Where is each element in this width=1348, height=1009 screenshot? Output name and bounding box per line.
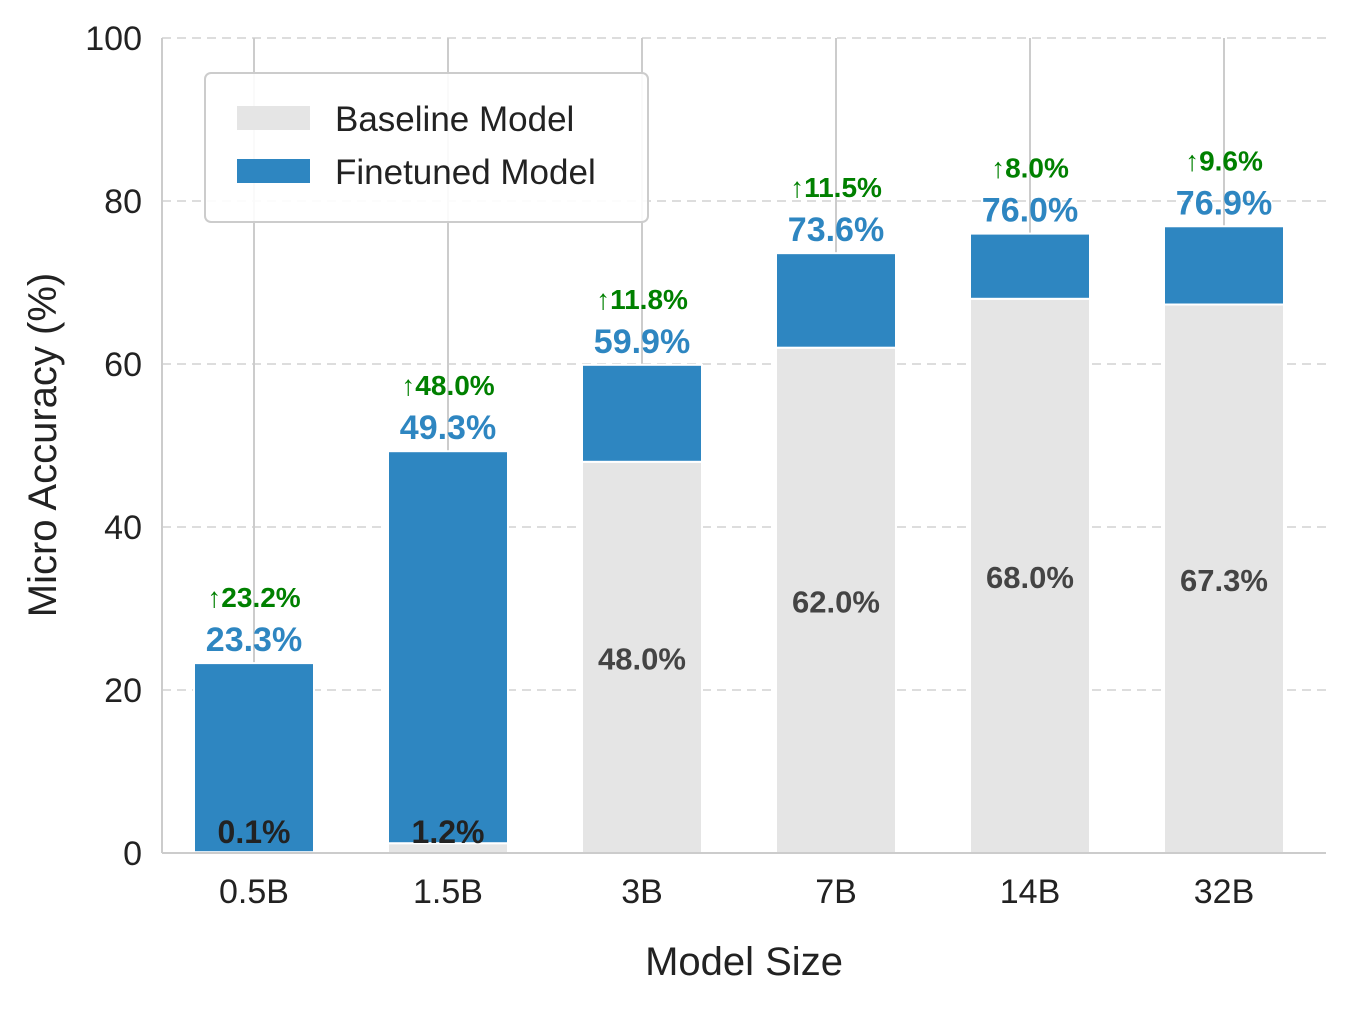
x-tick-label: 14B: [1000, 873, 1061, 911]
finetuned-value-label: 76.9%: [1176, 184, 1272, 222]
improvement-label: ↑8.0%: [991, 153, 1069, 184]
x-axis-label: Model Size: [645, 940, 843, 984]
finetuned-value-label: 23.3%: [206, 621, 302, 659]
finetuned-value-label: 59.9%: [594, 323, 690, 361]
baseline-value-label: 48.0%: [598, 641, 686, 676]
x-tick-label: 1.5B: [413, 873, 483, 911]
legend-label-finetuned: Finetuned Model: [335, 153, 596, 192]
bar-finetuned: [775, 252, 897, 349]
baseline-value-label: 1.2%: [412, 814, 485, 850]
y-tick-label: 0: [123, 835, 142, 873]
legend-swatch-baseline: [237, 106, 310, 130]
improvement-label: ↑9.6%: [1185, 145, 1263, 176]
legend-swatch-finetuned: [237, 159, 310, 183]
legend: Baseline Model Finetuned Model: [204, 72, 649, 223]
y-axis-label: Micro Accuracy (%): [21, 273, 65, 618]
bar-labels: 0.1% 23.3% ↑23.2% 1.2% 49.3% ↑48.0% 48.0% 59.9%…: [206, 145, 1272, 850]
y-tick-label: 60: [104, 346, 142, 384]
finetuned-value-label: 73.6%: [788, 211, 884, 249]
baseline-value-label: 62.0%: [792, 584, 880, 619]
improvement-label: ↑48.0%: [401, 370, 494, 401]
bar-finetuned: [581, 363, 703, 463]
bar-finetuned: [1163, 225, 1285, 306]
x-tick-label: 7B: [815, 873, 857, 911]
y-tick-label: 100: [85, 20, 142, 58]
improvement-label: ↑23.2%: [207, 582, 300, 613]
x-tick-label: 32B: [1194, 873, 1255, 911]
axes: [161, 38, 1326, 854]
x-tick-label: 0.5B: [219, 873, 289, 911]
bars: [193, 225, 1285, 854]
baseline-value-label: 67.3%: [1180, 563, 1268, 598]
bar-finetuned: [193, 662, 315, 854]
improvement-label: ↑11.5%: [790, 172, 882, 203]
y-tick-label: 80: [104, 183, 142, 221]
finetuned-value-label: 76.0%: [982, 192, 1078, 230]
legend-label-baseline: Baseline Model: [335, 100, 574, 139]
bar-finetuned: [387, 450, 509, 845]
x-tick-label: 3B: [621, 873, 663, 911]
y-tick-label: 40: [104, 509, 142, 547]
ticks: 0 20 40 60 80 100 0.5B 1.5B 3B 7B 14B 32B: [85, 20, 1254, 911]
legend-box: [204, 72, 649, 223]
bar-finetuned: [969, 232, 1091, 300]
improvement-label: ↑11.8%: [596, 284, 688, 315]
baseline-value-label: 0.1%: [218, 814, 291, 850]
y-tick-label: 20: [104, 672, 142, 710]
finetuned-value-label: 49.3%: [400, 409, 496, 447]
baseline-value-label: 68.0%: [986, 560, 1074, 595]
